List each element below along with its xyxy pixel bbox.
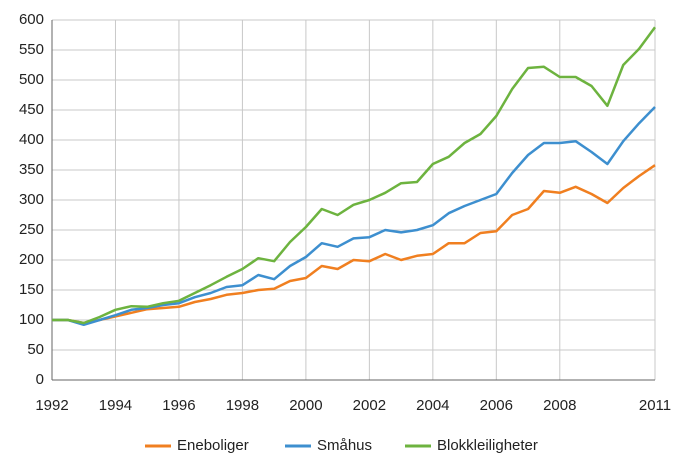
series-line bbox=[52, 26, 657, 325]
y-tick-label: 350 bbox=[19, 161, 44, 178]
x-tick-label: 1994 bbox=[99, 397, 132, 414]
x-tick-label: 1996 bbox=[162, 397, 195, 414]
x-tick-label: 2002 bbox=[353, 397, 386, 414]
x-tick-label: 2008 bbox=[543, 397, 576, 414]
y-tick-label: 200 bbox=[19, 251, 44, 268]
y-tick-label: 550 bbox=[19, 41, 44, 58]
x-tick-label: 2006 bbox=[480, 397, 513, 414]
y-tick-label: 600 bbox=[19, 11, 44, 28]
x-tick-label: 2004 bbox=[416, 397, 449, 414]
x-tick-label: 1992 bbox=[35, 397, 68, 414]
series-line bbox=[52, 164, 656, 325]
x-tick-label: 1998 bbox=[226, 397, 259, 414]
y-tick-label: 500 bbox=[19, 71, 44, 88]
legend-label: Blokkleiligheter bbox=[437, 437, 538, 454]
y-tick-label: 100 bbox=[19, 311, 44, 328]
y-tick-label: 300 bbox=[19, 191, 44, 208]
legend-label: Småhus bbox=[317, 437, 372, 454]
x-tick-label: 2000 bbox=[289, 397, 322, 414]
y-tick-label: 0 bbox=[36, 371, 44, 388]
legend-label: Eneboliger bbox=[177, 437, 249, 454]
series-line bbox=[52, 106, 656, 327]
y-tick-label: 450 bbox=[19, 101, 44, 118]
y-tick-label: 50 bbox=[27, 341, 44, 358]
y-tick-label: 250 bbox=[19, 221, 44, 238]
y-tick-label: 400 bbox=[19, 131, 44, 148]
y-tick-label: 150 bbox=[19, 281, 44, 298]
x-tick-label: 2011 bbox=[639, 397, 671, 414]
